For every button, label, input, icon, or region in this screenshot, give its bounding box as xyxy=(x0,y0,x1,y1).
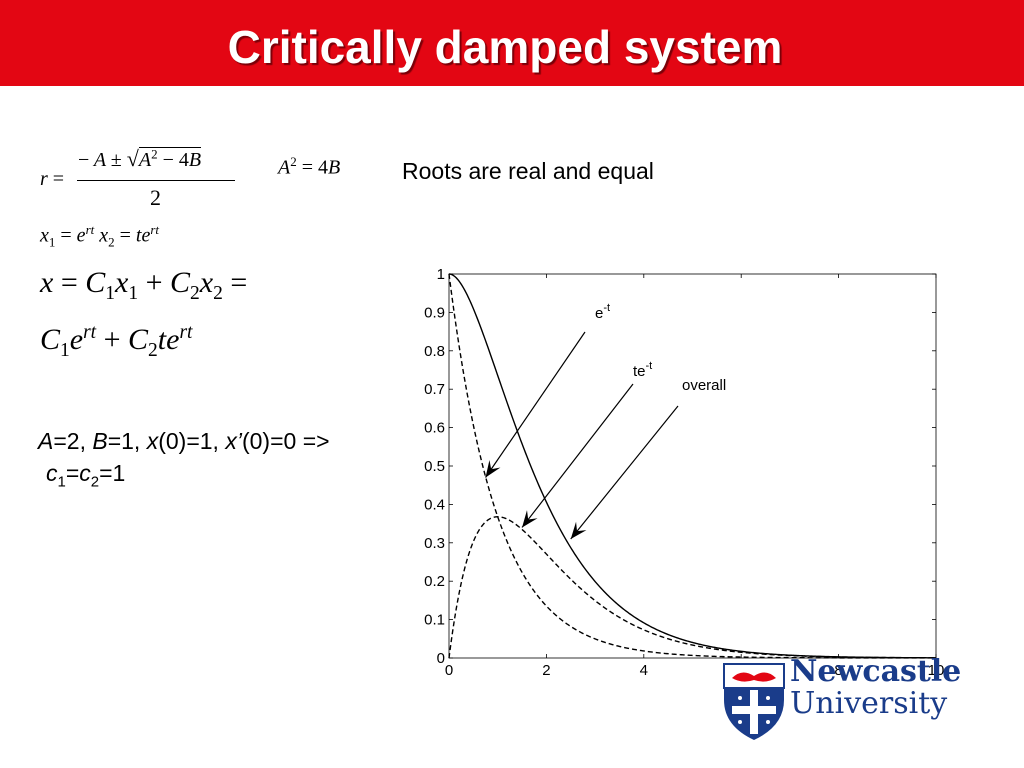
x-tick-label: 10 xyxy=(928,662,945,679)
annotation-label: overall xyxy=(682,377,726,394)
x-tick-label: 0 xyxy=(445,662,453,679)
x-tick-label: 4 xyxy=(640,662,648,679)
annotation-arrow-shaft xyxy=(485,331,586,478)
y-tick-label: 0.9 xyxy=(424,304,445,321)
r-equals: r = xyxy=(40,168,65,190)
roots-note: Roots are real and equal xyxy=(402,158,654,184)
general-solution-line1: x = C1x1 + C2x2 = xyxy=(40,266,248,304)
annotation-arrow-head xyxy=(570,521,587,539)
y-tick-label: 0.5 xyxy=(424,458,445,475)
series-line-e-t xyxy=(448,273,936,659)
university-logo xyxy=(722,660,962,742)
logo-line1: Newcastle xyxy=(790,654,962,689)
slide-title: Critically damped system xyxy=(227,21,783,73)
crest-icon xyxy=(723,663,785,740)
root-formula-numerator: − A ± √A2 − 4B xyxy=(78,146,202,171)
chart-svg: 00.10.20.30.40.50.60.70.80.910246810e-tt… xyxy=(424,266,945,679)
annotation-label: e-t xyxy=(595,302,610,322)
condition-equation: A2 = 4B xyxy=(278,154,341,179)
initial-conditions-line2: c1=c2=1 xyxy=(46,460,126,491)
annotation-arrow-shaft xyxy=(521,383,634,528)
fraction-bar xyxy=(77,180,235,181)
university-name: Newcastle University xyxy=(790,656,961,720)
y-tick-label: 0.4 xyxy=(424,496,445,513)
series-line-te-t xyxy=(448,516,937,659)
root-formula-denominator: 2 xyxy=(150,185,161,210)
y-tick-label: 1 xyxy=(437,266,445,283)
y-tick-label: 0.6 xyxy=(424,420,445,437)
general-solution-line2: C1ert + C2tert xyxy=(40,322,193,361)
y-tick-label: 0.8 xyxy=(424,343,445,360)
y-tick-label: 0.1 xyxy=(424,612,445,629)
logo-line2: University xyxy=(790,686,948,721)
annotation-arrow-head xyxy=(485,459,501,478)
series-line-overall xyxy=(448,273,937,659)
annotation-arrow-shaft xyxy=(570,405,679,540)
y-tick-label: 0.7 xyxy=(424,381,445,398)
annotation-arrow-head xyxy=(522,510,538,528)
x-tick-label: 8 xyxy=(834,662,842,679)
y-tick-label: 0 xyxy=(437,650,445,667)
initial-conditions-line1: A=2, B=1, x(0)=1, x’(0)=0 => xyxy=(38,428,330,454)
title-banner xyxy=(0,0,1024,86)
y-tick-label: 0.2 xyxy=(424,573,445,590)
annotation-label: te-t xyxy=(633,360,652,380)
plot-frame xyxy=(448,273,937,659)
y-tick-label: 0.3 xyxy=(424,535,445,552)
x-tick-label: 2 xyxy=(542,662,550,679)
response-chart: 00.10.20.30.40.50.60.70.80.910246810e-tt… xyxy=(400,260,960,690)
solutions-equation: x1 = ert x2 = tert xyxy=(40,222,160,250)
